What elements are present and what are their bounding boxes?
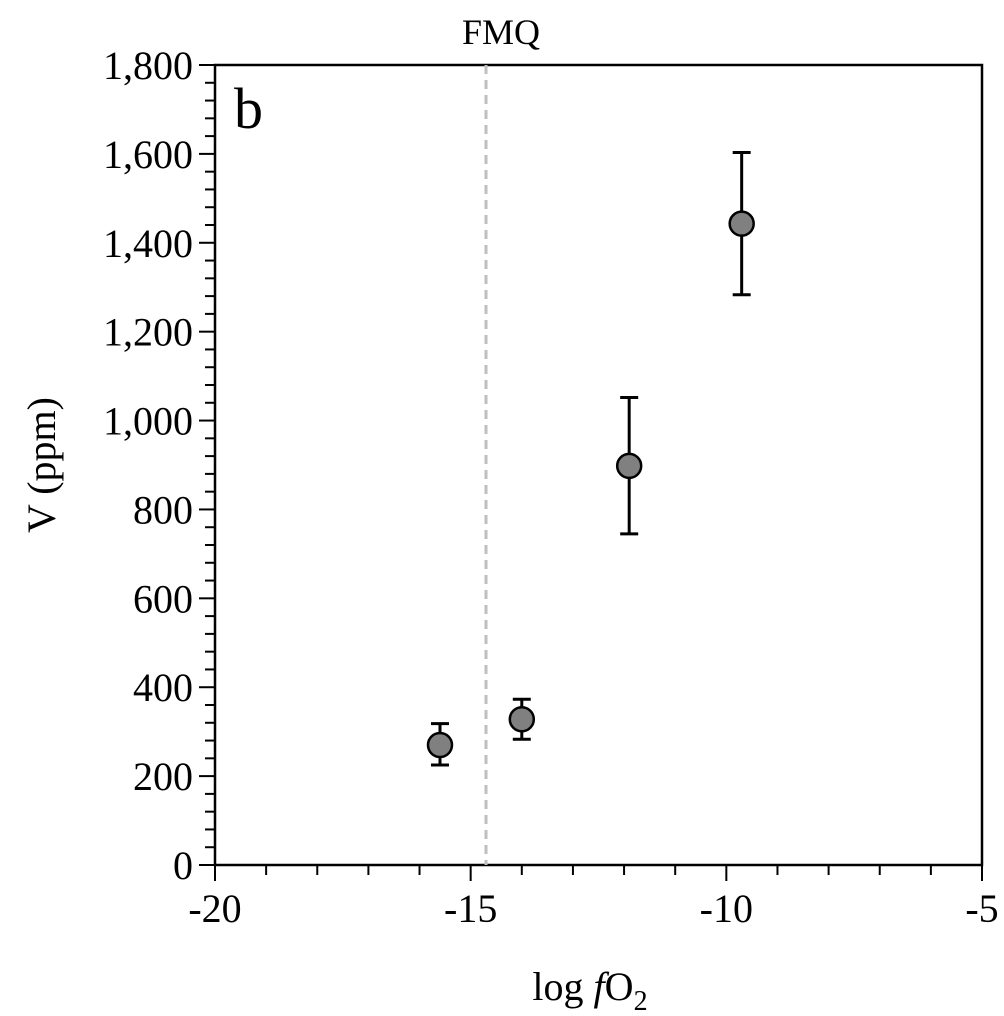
plot-frame	[213, 63, 984, 867]
data-point	[728, 210, 755, 237]
data-series	[426, 151, 755, 767]
fmq-label: FMQ	[462, 12, 540, 52]
y-axis: 0 200 400 600 800 1,000 1,200 1,400 1,600 1,800	[103, 43, 215, 888]
y-tick-label: 800	[133, 487, 193, 532]
x-axis-title-subscript: 2	[634, 986, 648, 1016]
y-tick-label: 200	[133, 754, 193, 799]
x-axis-title-main: O	[605, 964, 634, 1009]
x-axis: -20 -15 -10 -5	[188, 865, 999, 931]
y-tick-label: 1,400	[103, 221, 193, 266]
x-tick-label: -15	[444, 886, 497, 931]
x-tick-label: -10	[700, 886, 753, 931]
x-axis-title: log fO2	[532, 964, 647, 1016]
x-tick-label: -20	[188, 886, 241, 931]
y-tick-label: 1,000	[103, 399, 193, 444]
y-tick-label: 400	[133, 665, 193, 710]
data-point-group	[426, 722, 454, 767]
x-axis-title-prefix: log	[532, 964, 593, 1009]
data-point	[615, 452, 643, 480]
data-point-group	[615, 395, 643, 536]
y-tick-label: 1,600	[103, 132, 193, 177]
y-tick-label: 600	[133, 576, 193, 621]
data-point	[508, 705, 536, 733]
data-point	[426, 731, 454, 759]
y-tick-label: 1,200	[103, 310, 193, 355]
y-tick-label: 1,800	[103, 43, 193, 88]
y-axis-title: V (ppm)	[19, 397, 64, 533]
data-point-group	[728, 151, 755, 297]
data-point-group	[508, 697, 536, 741]
panel-label: b	[234, 76, 263, 141]
y-tick-label: 0	[173, 843, 193, 888]
x-tick-label: -5	[965, 886, 998, 931]
plot-area	[213, 63, 984, 867]
